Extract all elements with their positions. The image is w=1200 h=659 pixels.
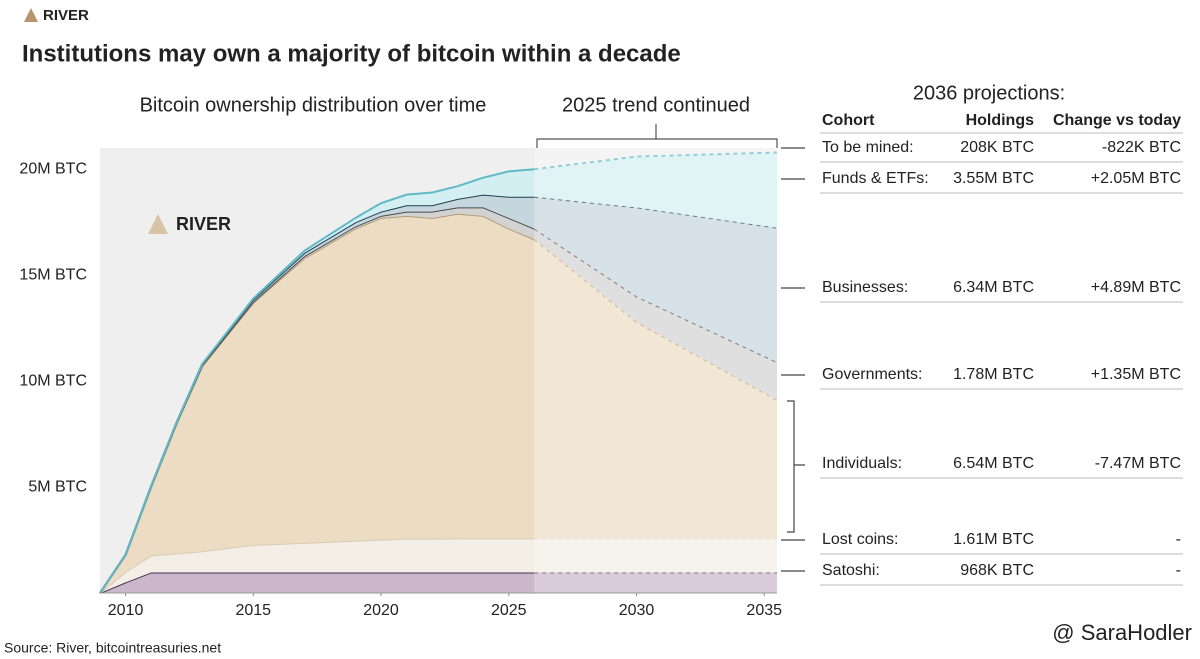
table-cell: -7.47M BTC [1095, 455, 1181, 472]
watermark-icon [148, 214, 168, 234]
table-cell: 968K BTC [960, 562, 1034, 579]
annotation-bracket [536, 124, 778, 148]
table-cell: Businesses: [822, 279, 908, 296]
area [100, 538, 777, 593]
watermark-text: RIVER [176, 214, 231, 234]
table-cell: 3.55M BTC [953, 170, 1034, 187]
table-cell: - [1176, 531, 1181, 548]
y-tick-label: 10M BTC [19, 372, 87, 389]
y-tick-label: 5M BTC [28, 478, 87, 495]
table-cell: Lost coins: [822, 531, 898, 548]
x-tick-label: 2010 [108, 602, 144, 619]
chart-subtitle: Bitcoin ownership distribution over time [140, 94, 487, 116]
area [100, 152, 777, 594]
table-cell: 6.54M BTC [953, 455, 1034, 472]
table-cell: +1.35M BTC [1091, 366, 1181, 383]
plot: 5M BTC 10M BTC 15M BTC 20M BTC 2010 2015 2020 2… [19, 148, 782, 619]
y-tick-label: 15M BTC [19, 266, 87, 283]
x-tick-label: 2035 [746, 602, 782, 619]
table-cell: +2.05M BTC [1091, 170, 1181, 187]
area [100, 194, 777, 593]
history-line [99, 571, 535, 594]
column-header: Change vs today [1053, 112, 1181, 129]
table-cell: 1.78M BTC [953, 366, 1034, 383]
projection-line [534, 151, 778, 171]
table-cell: - [1176, 562, 1181, 579]
connector [787, 400, 805, 533]
table-cell: Satoshi: [822, 562, 880, 579]
column-header: Cohort [822, 112, 875, 129]
annotation: 2025 trend continued [562, 94, 750, 116]
column-header: Holdings [966, 112, 1035, 129]
table-cell: 1.61M BTC [953, 531, 1034, 548]
logo: RIVER [24, 7, 89, 24]
x-tick-label: 2020 [363, 602, 399, 619]
table-cell: Individuals: [822, 455, 902, 472]
plot-watermark: RIVER [148, 214, 231, 234]
projection-table: Cohort Holdings Change vs today To be mined… [781, 112, 1183, 586]
logo-text: RIVER [43, 7, 89, 24]
x-tick-label: 2015 [235, 602, 271, 619]
table-cell: To be mined: [822, 139, 914, 156]
table-cell: 6.34M BTC [953, 279, 1034, 296]
x-tick-label: 2025 [491, 602, 527, 619]
table-cell: Governments: [822, 366, 922, 383]
history-line [99, 168, 535, 594]
source: Source: River, bitcointreasuries.net [4, 640, 221, 656]
logo-icon [24, 8, 38, 22]
area [100, 572, 777, 593]
table-cell: 208K BTC [960, 139, 1034, 156]
table-cell: -822K BTC [1102, 139, 1181, 156]
projection-shade [534, 148, 777, 593]
credit: @ SaraHodler [1052, 620, 1192, 645]
x-tick-label: 2030 [619, 602, 655, 619]
chart-title: Institutions may own a majority of bitco… [22, 40, 681, 67]
y-tick-label: 20M BTC [19, 160, 87, 177]
table-cell: Funds & ETFs: [822, 170, 929, 187]
table-cell: +4.89M BTC [1091, 279, 1181, 296]
table-title: 2036 projections: [913, 82, 1065, 104]
area [100, 213, 777, 594]
